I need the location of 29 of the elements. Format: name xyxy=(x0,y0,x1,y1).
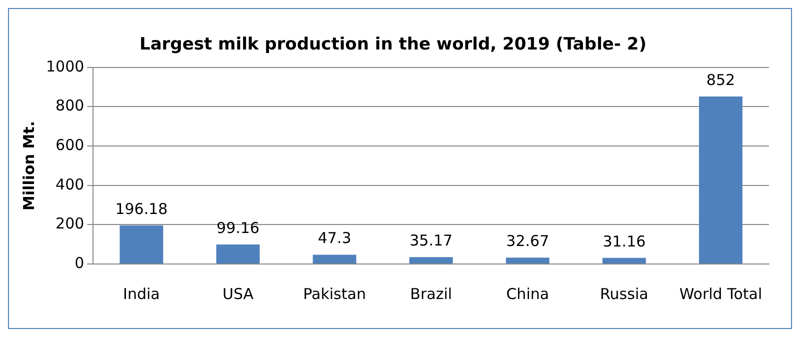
bar xyxy=(409,257,453,264)
data-label: 32.67 xyxy=(506,232,550,250)
bar xyxy=(312,254,356,264)
x-tick-label: World Total xyxy=(679,284,762,303)
y-axis-title: Million Mt. xyxy=(20,120,38,210)
data-label: 47.3 xyxy=(318,229,352,248)
bar xyxy=(216,244,260,264)
data-label: 196.18 xyxy=(115,200,168,218)
y-tick-label: 800 xyxy=(56,96,84,115)
y-tick-label: 0 xyxy=(74,254,84,272)
data-label: 99.16 xyxy=(216,218,260,237)
x-tick-label: USA xyxy=(222,284,254,303)
x-tick-label: China xyxy=(506,284,550,303)
y-tick-label: 1000 xyxy=(46,57,84,76)
x-tick-label: Pakistan xyxy=(303,284,366,303)
data-label: 35.17 xyxy=(410,231,453,250)
y-tick-label: 200 xyxy=(56,214,84,233)
x-tick-label: India xyxy=(123,284,160,303)
data-label: 852 xyxy=(706,70,736,89)
chart-title: Largest milk production in the world, 2019 (Table- 2) xyxy=(139,34,647,55)
bar xyxy=(120,225,164,264)
data-label: 31.16 xyxy=(602,232,646,250)
bar xyxy=(602,258,646,264)
y-tick-label: 400 xyxy=(56,175,84,194)
bar xyxy=(506,258,550,264)
x-tick-label: Brazil xyxy=(410,284,452,303)
bar xyxy=(699,96,742,264)
x-tick-label: Russia xyxy=(600,284,648,303)
y-tick-label: 600 xyxy=(56,136,84,154)
